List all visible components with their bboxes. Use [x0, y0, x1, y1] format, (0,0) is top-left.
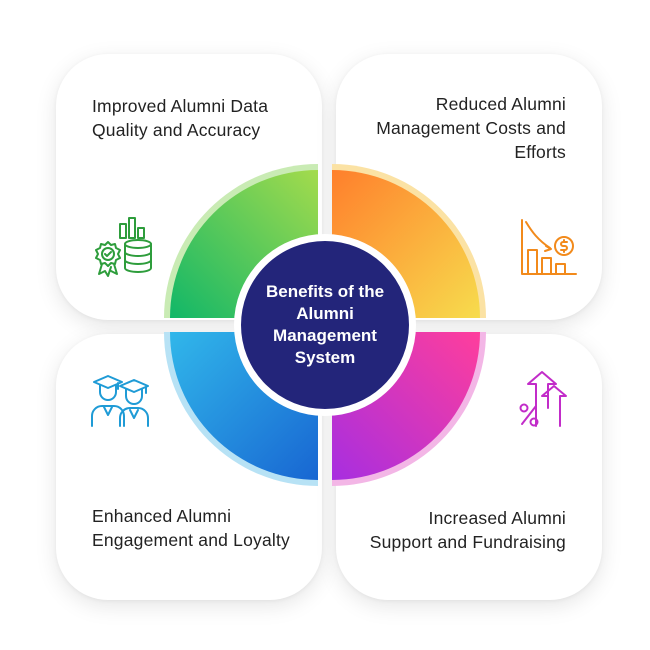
- benefit-text: Improved Alumni Data Quality and Accurac…: [92, 96, 269, 140]
- benefit-text: Enhanced Alumni Engagement and Loyalty: [92, 506, 291, 550]
- graduates-icon: [91, 375, 149, 427]
- benefit-text: Reduced Alumni Management Costs and Effo…: [376, 94, 566, 162]
- benefit-text: Increased Alumni Support and Fundraising: [369, 508, 566, 552]
- center-title: Benefits of the Alumni Management System: [265, 282, 385, 367]
- data-quality-badge-icon: [95, 217, 152, 277]
- cost-reduction-chart-icon: [521, 219, 577, 275]
- percent-growth-icon: [519, 371, 567, 427]
- benefit-card-reduced-costs: Reduced Alumni Management Costs and Effo…: [336, 54, 602, 320]
- center-circle: Benefits of the Alumni Management System: [234, 234, 416, 416]
